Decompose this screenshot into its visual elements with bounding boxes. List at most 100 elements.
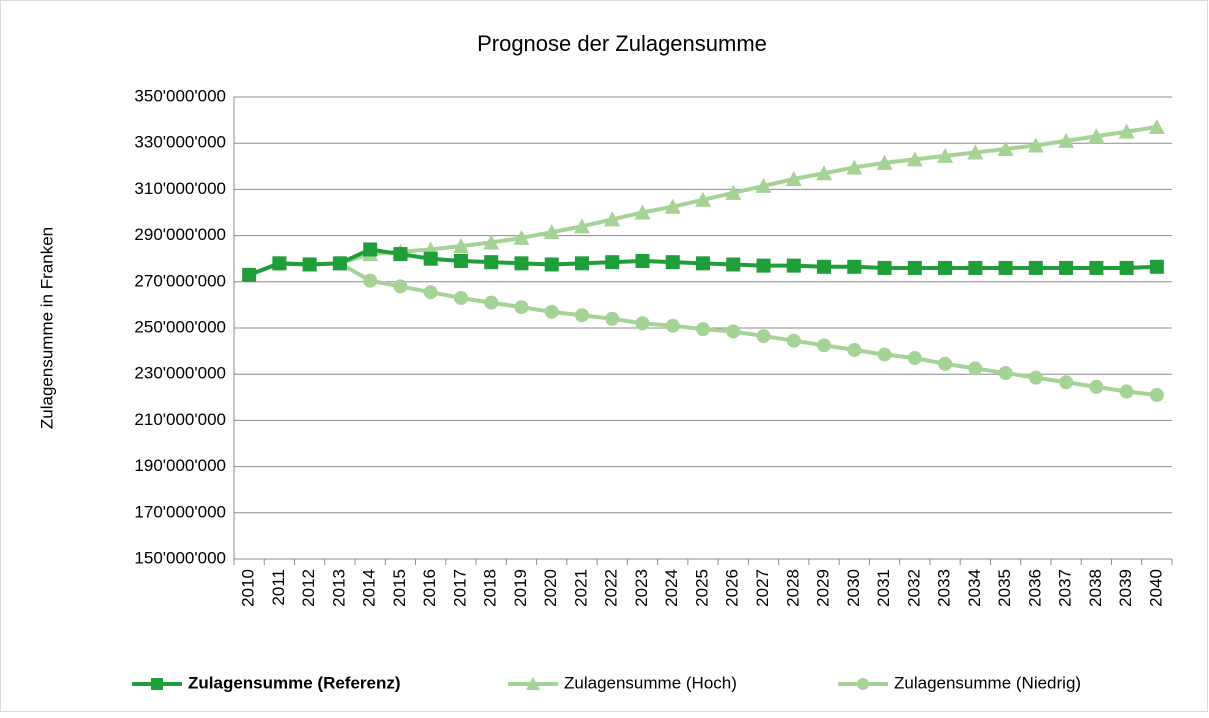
x-tick-label: 2027 (753, 569, 772, 607)
marker (272, 256, 287, 271)
marker (1149, 259, 1164, 274)
x-tick-label: 2040 (1146, 569, 1165, 607)
marker (513, 229, 530, 245)
marker (363, 242, 378, 257)
marker (695, 191, 711, 207)
marker (786, 258, 801, 273)
marker (1089, 379, 1104, 394)
marker (453, 254, 468, 269)
marker (1028, 260, 1043, 275)
marker (998, 260, 1013, 275)
x-tick-label: 2020 (541, 569, 560, 607)
y-tick-label: 330'000'000 (134, 133, 226, 152)
x-tick-label: 2030 (844, 569, 863, 607)
legend-label: Zulagensumme (Hoch) (564, 673, 737, 692)
y-tick-label: 290'000'000 (134, 225, 226, 244)
x-tick-label: 2017 (450, 569, 469, 607)
marker (543, 224, 560, 240)
marker (1059, 260, 1074, 275)
marker (332, 256, 347, 271)
marker (998, 366, 1013, 381)
marker (423, 285, 438, 300)
marker (907, 260, 922, 275)
marker (151, 678, 163, 690)
marker (1148, 119, 1165, 135)
x-tick-label: 2024 (662, 569, 681, 607)
marker (725, 184, 742, 200)
marker (1089, 260, 1104, 275)
marker (696, 322, 710, 337)
marker (514, 300, 529, 315)
marker (635, 254, 650, 269)
x-tick-label: 2015 (390, 569, 409, 607)
marker (726, 324, 741, 339)
marker (696, 256, 710, 271)
marker (846, 159, 863, 175)
marker (756, 329, 771, 344)
x-tick-label: 2032 (904, 569, 923, 607)
marker (453, 290, 468, 305)
marker (664, 198, 681, 214)
marker (393, 279, 408, 294)
marker (906, 151, 923, 167)
marker (1027, 137, 1044, 153)
y-tick-label: 250'000'000 (134, 317, 226, 336)
marker (665, 318, 680, 333)
marker (756, 258, 771, 273)
marker (938, 260, 953, 275)
marker (816, 165, 833, 181)
marker (573, 218, 590, 234)
y-tick-label: 270'000'000 (134, 271, 226, 290)
marker (997, 140, 1014, 156)
x-tick-label: 2019 (511, 569, 530, 607)
x-tick-label: 2022 (602, 569, 621, 607)
marker (423, 251, 438, 266)
x-tick-label: 2036 (1025, 569, 1044, 607)
x-tick-label: 2011 (269, 569, 288, 606)
x-tick-label: 2026 (723, 569, 742, 607)
marker (1088, 128, 1105, 144)
marker (1028, 370, 1043, 385)
y-tick-label: 170'000'000 (134, 502, 226, 521)
marker (452, 237, 469, 253)
marker (1059, 375, 1074, 390)
marker (968, 361, 983, 376)
marker (786, 333, 801, 348)
marker (302, 257, 317, 272)
y-tick-label: 230'000'000 (134, 364, 226, 383)
marker (605, 255, 620, 270)
x-tick-label: 2028 (783, 569, 802, 607)
y-tick-label: 210'000'000 (134, 410, 226, 429)
x-tick-label: 2029 (814, 569, 833, 607)
x-tick-label: 2033 (935, 569, 954, 607)
marker (817, 338, 832, 353)
marker (1149, 387, 1164, 402)
marker (847, 342, 862, 357)
marker (242, 267, 257, 282)
marker (1119, 384, 1134, 399)
marker (544, 304, 559, 319)
marker (484, 255, 499, 270)
marker (938, 356, 953, 371)
marker (937, 147, 954, 163)
marker (634, 204, 651, 220)
x-tick-label: 2016 (420, 569, 439, 607)
x-tick-label: 2014 (360, 569, 379, 607)
marker (665, 255, 680, 270)
x-tick-label: 2023 (632, 569, 651, 607)
marker (877, 260, 892, 275)
x-tick-label: 2035 (995, 569, 1014, 607)
x-tick-label: 2031 (874, 569, 893, 607)
marker (726, 257, 741, 272)
x-tick-label: 2038 (1086, 569, 1105, 607)
x-tick-label: 2013 (329, 569, 348, 607)
marker (968, 260, 983, 275)
marker (785, 171, 802, 187)
marker (484, 295, 499, 310)
marker (574, 256, 589, 271)
marker (1058, 132, 1075, 148)
marker (544, 257, 559, 272)
marker (635, 316, 650, 331)
